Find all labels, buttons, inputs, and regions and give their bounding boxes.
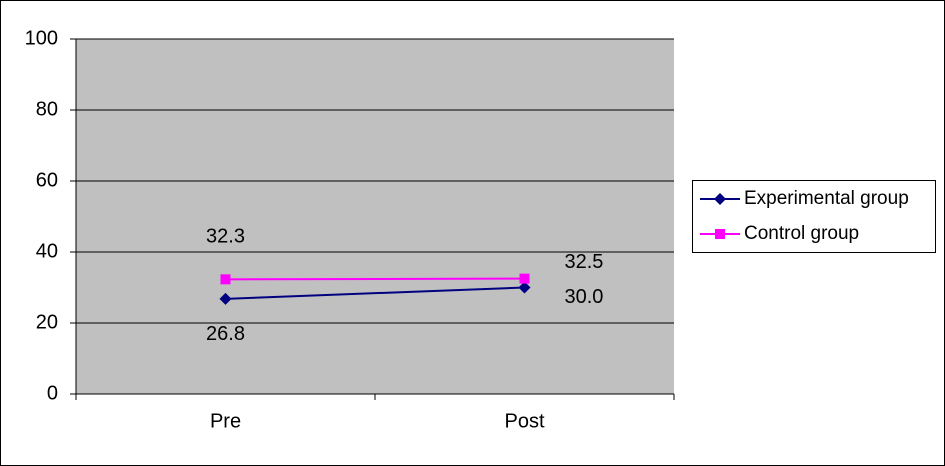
point bbox=[220, 274, 231, 285]
point bbox=[219, 292, 232, 305]
data-label: 26.8 bbox=[206, 323, 245, 345]
point bbox=[519, 273, 530, 284]
y-tick-label: 0 bbox=[47, 382, 58, 404]
y-tick-label: 20 bbox=[36, 311, 58, 333]
legend-box bbox=[692, 180, 936, 253]
legend-label: Control group bbox=[744, 223, 859, 244]
legend-label: Experimental group bbox=[744, 188, 909, 209]
point bbox=[715, 229, 725, 239]
y-tick-label: 60 bbox=[36, 169, 58, 191]
y-tick-label: 80 bbox=[36, 98, 58, 120]
data-label: 30.0 bbox=[565, 286, 604, 308]
point bbox=[518, 281, 531, 294]
series-line bbox=[225, 277, 525, 281]
data-label: 32.5 bbox=[565, 251, 604, 273]
x-tick-label: Pre bbox=[210, 410, 241, 432]
data-label: 32.3 bbox=[206, 226, 245, 248]
series-line bbox=[225, 286, 525, 300]
plot-area bbox=[76, 39, 674, 394]
point bbox=[714, 193, 726, 205]
y-tick-label: 100 bbox=[25, 27, 58, 49]
y-tick-label: 40 bbox=[36, 240, 58, 262]
x-tick-label: Post bbox=[504, 410, 544, 432]
